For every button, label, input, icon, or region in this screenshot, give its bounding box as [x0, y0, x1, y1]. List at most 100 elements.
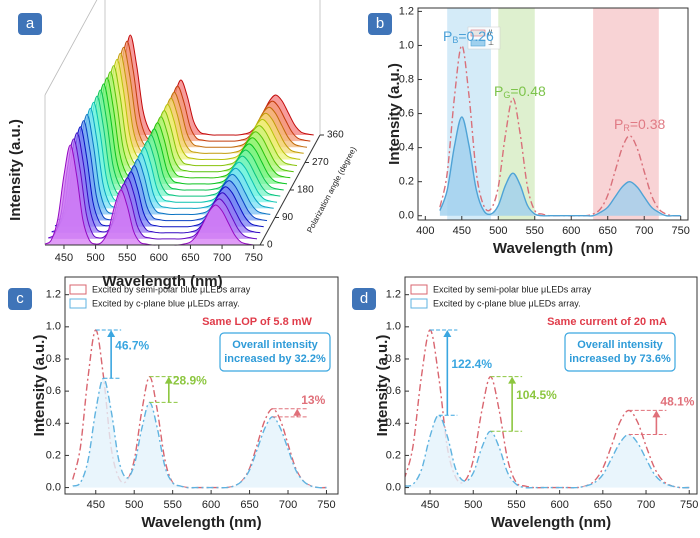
arrow-head [107, 330, 116, 338]
spectrum-line [74, 89, 284, 191]
spectrum-line [101, 40, 311, 142]
series-line [439, 116, 681, 217]
spectrum-line [68, 101, 278, 203]
spectrum-line [88, 65, 298, 167]
summary-line: increased by 32.2% [224, 353, 326, 365]
series-area [439, 117, 681, 216]
plot [72, 329, 327, 489]
series-line [405, 414, 690, 489]
peak-label: PR=0.38 [614, 116, 665, 134]
summary-box [219, 332, 331, 372]
spectrum-line [58, 120, 268, 222]
y-tick-label: 0.0 [399, 210, 414, 222]
y-tick-label: 0.6 [386, 385, 401, 397]
legend-swatch [470, 29, 486, 37]
x-tick-label: 650 [181, 252, 199, 264]
y-axis-title: Intensity (a.u.) [31, 335, 48, 437]
spectrum-line [61, 113, 271, 215]
legend-swatch [410, 284, 428, 295]
x-tick-label: 550 [526, 225, 544, 237]
y-tick-label: 0.8 [399, 73, 414, 85]
y-tick-label: 0.4 [386, 417, 401, 429]
x-tick-label: 450 [453, 225, 471, 237]
summary-line: increased by 73.6% [569, 353, 671, 365]
summary-box [564, 332, 676, 372]
y-tick-label: 0.2 [399, 176, 414, 188]
panel-label: b [376, 15, 384, 32]
arrow-head [293, 408, 302, 416]
box-edge [44, 0, 98, 96]
peak-label-sub: G [503, 90, 510, 100]
legend-label: // [488, 30, 492, 37]
panel-label: d [360, 290, 368, 307]
plot-frame [64, 276, 339, 495]
legend-label: ⊥ [488, 40, 494, 47]
spectrum-line [84, 71, 294, 173]
y-tick-label: 1.2 [399, 5, 414, 17]
legend-label: Excited by semi-polar blue μLEDs array [92, 284, 251, 294]
legend-label: Excited by semi-polar blue μLEDs array [433, 284, 592, 294]
spectrum-line [98, 46, 308, 148]
y-tick-label: 0.0 [386, 481, 401, 493]
x-tick-label: 500 [489, 225, 507, 237]
x-axis-title: Wavelength (nm) [491, 514, 611, 531]
y-tick-label: 0.2 [46, 449, 61, 461]
y-tick-label: 0.8 [46, 353, 61, 365]
x-tick-label: 750 [317, 499, 335, 511]
summary-line: Overall intensity [577, 339, 663, 351]
series-area [72, 378, 327, 488]
x-tick-label: 600 [550, 499, 568, 511]
legend-swatch [470, 39, 486, 47]
y-tick-label: 0.0 [46, 481, 61, 493]
arrow-label: 104.5% [516, 388, 557, 402]
peak-label: PB=0.26 [443, 28, 494, 46]
peak-label: PG=0.48 [494, 83, 546, 101]
arrow-label: 48.1% [660, 395, 694, 409]
legend-swatch [69, 284, 87, 295]
x-tick-label: 550 [163, 499, 181, 511]
x-tick-label: 650 [599, 225, 617, 237]
depth-tick-label: 270 [312, 157, 329, 168]
panel-label: c [16, 290, 24, 307]
x-tick-label: 600 [150, 252, 168, 264]
spectrum-line [71, 95, 281, 197]
spectrum-area [45, 145, 254, 246]
peak-label-value: =0.26 [458, 28, 494, 44]
spectrum-line [54, 126, 264, 228]
peak-label-sub: R [623, 123, 630, 133]
x-tick-label: 700 [637, 499, 655, 511]
panel-label-box [368, 13, 392, 35]
arrow-label: 28.9% [173, 374, 207, 388]
y-axis-title: Intensity (a.u.) [374, 335, 391, 437]
legend-label: Excited by c-plane blue μLEDs array. [433, 298, 581, 308]
note: Same current of 20 mA [547, 316, 667, 328]
peak-label-main: P [614, 116, 623, 132]
y-tick-label: 1.0 [399, 39, 414, 51]
y-axis-title: Intensity (a.u.) [7, 119, 24, 221]
plot-frame [404, 276, 698, 495]
x-tick-label: 450 [55, 252, 73, 264]
depth-tick-label: 0 [267, 240, 273, 251]
arrow-head [652, 410, 661, 418]
series-line [72, 377, 327, 489]
y-tick-label: 0.6 [46, 385, 61, 397]
spectrum-line [91, 58, 301, 160]
x-tick-label: 600 [202, 499, 220, 511]
x-tick-label: 750 [244, 252, 262, 264]
depth-tick-label: 90 [282, 212, 294, 223]
spectrum-line [78, 83, 288, 185]
x-tick-label: 500 [86, 252, 104, 264]
peak-label-main: P [494, 83, 503, 99]
y-tick-label: 0.6 [399, 107, 414, 119]
peak-label-value: =0.38 [630, 116, 666, 132]
spectrum-line [94, 52, 304, 154]
x-tick-label: 600 [562, 225, 580, 237]
summary-line: Overall intensity [232, 339, 318, 351]
x-tick-label: 550 [118, 252, 136, 264]
x-axis-title: Wavelength (nm) [493, 240, 613, 257]
note: Same LOP of 5.8 mW [202, 316, 312, 328]
x-tick-label: 750 [680, 499, 698, 511]
x-tick-label: 700 [635, 225, 653, 237]
depth-tick-label: 180 [297, 185, 314, 196]
arrow-head [508, 376, 517, 384]
